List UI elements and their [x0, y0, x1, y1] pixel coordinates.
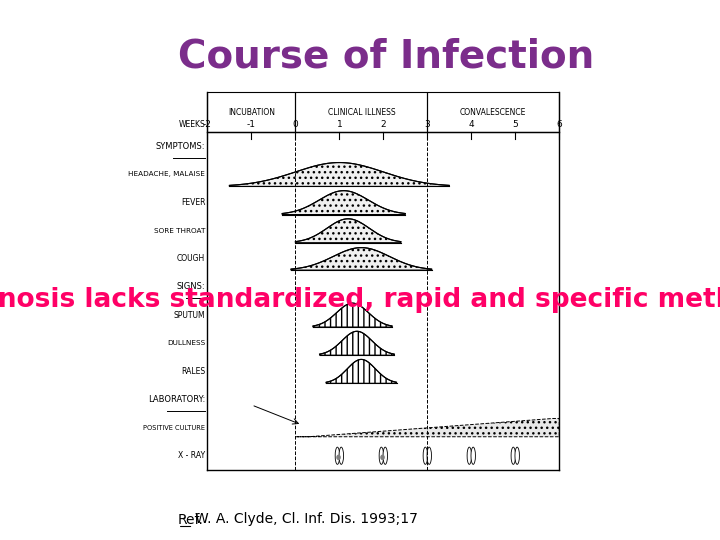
Text: SYMPTOMS:: SYMPTOMS: — [156, 142, 205, 151]
Text: CONVALESCENCE: CONVALESCENCE — [460, 107, 526, 117]
Text: CLINICAL ILLNESS: CLINICAL ILLNESS — [328, 107, 395, 117]
Text: 0: 0 — [292, 120, 298, 129]
Ellipse shape — [427, 447, 431, 464]
Ellipse shape — [467, 447, 472, 464]
Text: 6: 6 — [557, 120, 562, 129]
Bar — [427, 92, 559, 132]
Polygon shape — [291, 248, 432, 270]
Text: 2: 2 — [380, 120, 386, 129]
Text: -1: -1 — [247, 120, 256, 129]
Ellipse shape — [336, 447, 340, 464]
Text: 3: 3 — [424, 120, 430, 129]
Ellipse shape — [515, 447, 519, 464]
Bar — [295, 92, 427, 132]
Text: Course of Infection: Course of Infection — [178, 38, 594, 76]
Ellipse shape — [511, 447, 516, 464]
Polygon shape — [326, 360, 397, 383]
Text: INCUBATION: INCUBATION — [228, 107, 275, 117]
Text: POSITIVE CULTURE: POSITIVE CULTURE — [143, 424, 205, 430]
Ellipse shape — [379, 447, 384, 464]
Polygon shape — [295, 418, 559, 437]
Text: 1: 1 — [336, 120, 342, 129]
Polygon shape — [282, 191, 405, 214]
Ellipse shape — [339, 447, 343, 464]
Ellipse shape — [471, 447, 475, 464]
Text: LABORATORY:: LABORATORY: — [148, 395, 205, 404]
Ellipse shape — [423, 447, 428, 464]
Text: W. A. Clyde, Cl. Inf. Dis. 1993;17: W. A. Clyde, Cl. Inf. Dis. 1993;17 — [194, 512, 418, 526]
Text: -2: -2 — [203, 120, 212, 129]
Text: 4: 4 — [469, 120, 474, 129]
Text: COUGH: COUGH — [177, 254, 205, 264]
Text: SPUTUM: SPUTUM — [174, 310, 205, 320]
Text: 5: 5 — [513, 120, 518, 129]
Polygon shape — [320, 331, 395, 355]
Text: X - RAY: X - RAY — [178, 451, 205, 460]
Text: HEADACHE, MALAISE: HEADACHE, MALAISE — [128, 172, 205, 178]
Text: DULLNESS: DULLNESS — [167, 340, 205, 346]
Circle shape — [381, 455, 384, 460]
Bar — [207, 92, 295, 132]
Polygon shape — [295, 219, 401, 242]
Text: RALES: RALES — [181, 367, 205, 376]
Ellipse shape — [383, 447, 387, 464]
Text: WEEKS: WEEKS — [179, 120, 205, 129]
Text: FEVER: FEVER — [181, 198, 205, 207]
Polygon shape — [313, 303, 392, 327]
Polygon shape — [230, 163, 449, 186]
Text: SORE THROAT: SORE THROAT — [154, 228, 205, 234]
Text: Ref.: Ref. — [178, 512, 204, 526]
Text: diagnosis lacks standardized, rapid and specific methods: diagnosis lacks standardized, rapid and … — [0, 287, 720, 313]
Circle shape — [337, 455, 340, 460]
Text: SIGNS:: SIGNS: — [176, 282, 205, 292]
